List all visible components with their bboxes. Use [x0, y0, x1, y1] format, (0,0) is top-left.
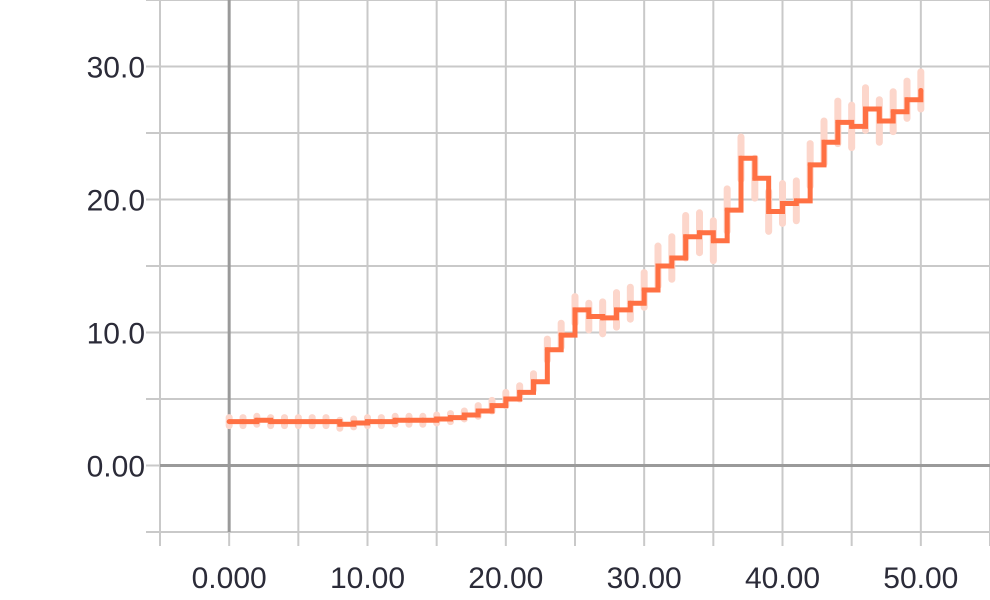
data-point [544, 347, 550, 353]
data-point [378, 419, 384, 425]
data-point [531, 379, 536, 385]
x-axis-ticks: 0.000 10.00 20.00 30.00 40.00 50.00 [159, 532, 990, 595]
data-point [406, 417, 412, 423]
grid [159, 0, 990, 533]
series-line [226, 87, 924, 427]
y-axis-ticks: 0.00 10.0 20.0 30.0 [87, 0, 160, 533]
x-tick-label: 30.00 [607, 562, 682, 595]
data-point [876, 118, 882, 124]
data-point [683, 234, 689, 240]
x-tick-label: 50.00 [883, 562, 958, 595]
data-point [517, 389, 523, 395]
data-point [475, 408, 481, 414]
y-tick-label: 10.0 [87, 318, 145, 351]
data-point [807, 162, 813, 168]
x-tick-label: 0.000 [192, 562, 267, 595]
data-point [849, 123, 855, 129]
x-tick-label: 10.00 [330, 562, 405, 595]
data-point [572, 307, 578, 313]
x-tick-label: 20.00 [468, 562, 543, 595]
y-tick-label: 0.00 [87, 451, 145, 484]
axes [160, 0, 990, 532]
data-point [489, 403, 495, 409]
data-point [780, 200, 785, 206]
data-point [337, 421, 343, 427]
data-point [295, 419, 301, 425]
data-point [669, 255, 675, 261]
data-point [918, 87, 924, 93]
y-tick-label: 30.0 [87, 52, 145, 85]
data-point [890, 109, 896, 115]
data-point [821, 139, 827, 145]
data-point [738, 155, 744, 161]
data-point [254, 417, 260, 423]
data-point [461, 412, 467, 418]
x-tick-label: 40.00 [745, 562, 820, 595]
data-point [724, 207, 730, 213]
data-point [614, 307, 619, 313]
data-point [904, 97, 910, 103]
data-point [268, 419, 274, 425]
y-tick-label: 20.0 [87, 185, 145, 218]
data-point [641, 287, 647, 293]
data-point [793, 198, 799, 204]
data-point [392, 417, 398, 423]
data-point [600, 315, 606, 321]
data-point [627, 300, 633, 306]
data-point [240, 419, 246, 425]
data-point [503, 396, 509, 402]
data-point [752, 175, 758, 181]
data-point [835, 119, 841, 125]
data-point [558, 332, 564, 338]
data-point [448, 415, 453, 421]
data-point [434, 416, 440, 422]
data-point [863, 106, 868, 112]
data-point [309, 419, 315, 425]
data-point [766, 208, 772, 214]
data-point [420, 417, 426, 423]
data-point [351, 420, 357, 426]
data-point [282, 419, 287, 425]
data-point [226, 419, 232, 425]
data-point [365, 419, 370, 425]
data-point [586, 314, 592, 320]
data-point [323, 419, 329, 425]
data-point [655, 263, 661, 269]
data-point [710, 238, 716, 244]
data-point [697, 230, 702, 236]
